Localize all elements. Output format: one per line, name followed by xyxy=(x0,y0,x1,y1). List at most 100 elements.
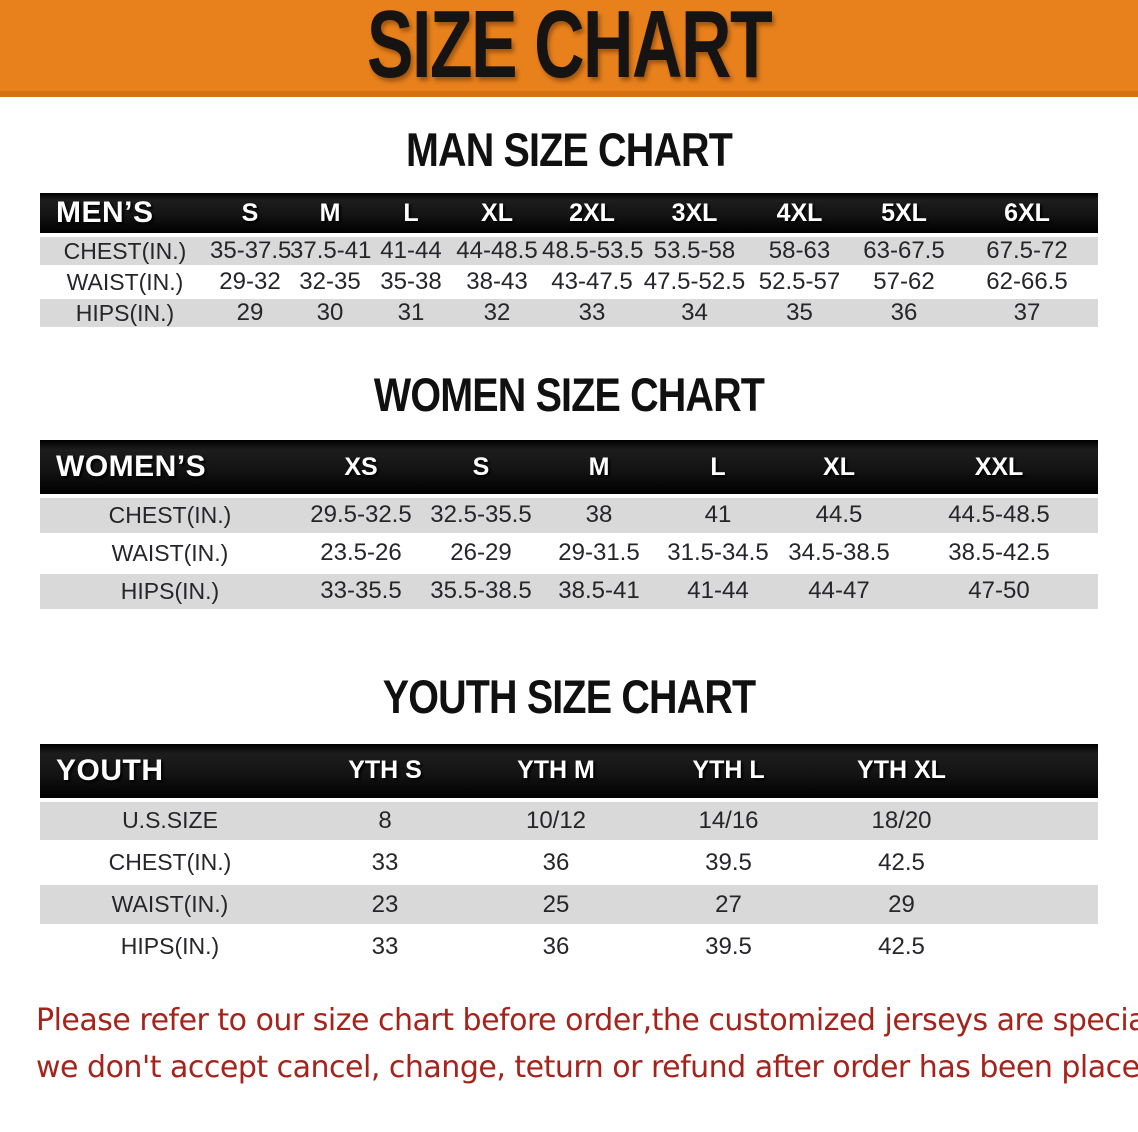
table-cell: 62-66.5 xyxy=(956,266,1098,299)
table-cell: 30 xyxy=(290,297,370,330)
table-row: WAIST(IN.) 23.5-26 26-29 29-31.5 31.5-34.5 34… xyxy=(40,534,1098,574)
row-label: WAIST(IN.) xyxy=(40,883,300,927)
table-cell: 32 xyxy=(452,297,542,330)
row-label: CHEST(IN.) xyxy=(40,235,210,268)
table-row: WAIST(IN.) 29-32 32-35 35-38 38-43 43-47.5 47.… xyxy=(40,266,1098,299)
table-cell: 42.5 xyxy=(815,841,988,885)
women-size-table: WOMEN’S XS S M L XL XXL CHEST(IN.) 29.5-32.5 32.5… xyxy=(40,440,1098,612)
table-cell: 10/12 xyxy=(470,799,642,843)
table-cell: 32-35 xyxy=(290,266,370,299)
table-row: U.S.SIZE 8 10/12 14/16 18/20 xyxy=(40,799,1098,843)
table-cell: 33-35.5 xyxy=(300,572,422,612)
table-cell: 34 xyxy=(642,297,747,330)
table-cell: 31.5-34.5 xyxy=(658,534,778,574)
filler-cell xyxy=(988,883,1098,927)
column-header: M xyxy=(290,193,370,237)
table-cell: 47-50 xyxy=(900,572,1098,612)
table-cell: 29.5-32.5 xyxy=(300,496,422,536)
table-cell: 38.5-41 xyxy=(540,572,658,612)
column-header: XL xyxy=(778,440,900,498)
table-cell: 67.5-72 xyxy=(956,235,1098,268)
table-cell: 29 xyxy=(815,883,988,927)
table-cell: 33 xyxy=(300,925,470,969)
column-header: YTH L xyxy=(642,743,815,802)
table-cell: 35.5-38.5 xyxy=(422,572,540,612)
column-header: 3XL xyxy=(642,193,747,237)
disclaimer: Please refer to our size chart before or… xyxy=(0,997,1138,1091)
table-cell: 41-44 xyxy=(370,235,452,268)
table-group-label: YOUTH xyxy=(40,743,300,802)
table-row: CHEST(IN.) 33 36 39.5 42.5 xyxy=(40,841,1098,885)
table-row: WAIST(IN.) 23 25 27 29 xyxy=(40,883,1098,927)
header-row: MEN’S S M L XL 2XL 3XL 4XL 5XL 6XL xyxy=(40,193,1098,237)
table-cell: 29-32 xyxy=(210,266,290,299)
column-header: 5XL xyxy=(852,193,956,237)
table-cell: 35-38 xyxy=(370,266,452,299)
table-cell: 29-31.5 xyxy=(540,534,658,574)
filler-cell xyxy=(988,743,1098,802)
men-section: MAN SIZE CHART MEN’S S M L XL 2XL 3XL 4XL 5XL 6XL… xyxy=(0,123,1138,330)
table-cell: 23.5-26 xyxy=(300,534,422,574)
table-cell: 58-63 xyxy=(747,235,852,268)
table-cell: 37.5-41 xyxy=(290,235,371,268)
table-cell: 41 xyxy=(658,496,778,536)
table-cell: 29 xyxy=(210,297,290,330)
women-section: WOMEN SIZE CHART WOMEN’S XS S M L XL XXL CHEST(… xyxy=(0,368,1138,612)
table-cell: 44-47 xyxy=(778,572,900,612)
table-cell: 57-62 xyxy=(852,266,956,299)
disclaimer-line-1: Please refer to our size chart before or… xyxy=(36,1003,1138,1038)
column-header: L xyxy=(370,193,452,237)
table-row: CHEST(IN.) 29.5-32.5 32.5-35.5 38 41 44.5 44.5… xyxy=(40,496,1098,536)
table-cell: 23 xyxy=(300,883,470,927)
table-cell: 32.5-35.5 xyxy=(422,496,540,536)
banner: SIZE CHART xyxy=(0,0,1138,99)
table-cell: 33 xyxy=(542,297,642,330)
table-cell: 38-43 xyxy=(452,266,542,299)
table-group-label: MEN’S xyxy=(40,193,210,237)
row-label: CHEST(IN.) xyxy=(40,841,300,885)
header-row: WOMEN’S XS S M L XL XXL xyxy=(40,440,1098,498)
table-cell: 26-29 xyxy=(422,534,540,574)
column-header: M xyxy=(540,440,658,498)
filler-cell xyxy=(988,799,1098,843)
table-row: HIPS(IN.) 33 36 39.5 42.5 xyxy=(40,925,1098,969)
banner-title: SIZE CHART xyxy=(366,0,773,99)
table-cell: 63-67.5 xyxy=(852,235,956,268)
men-section-title: MAN SIZE CHART xyxy=(406,123,733,176)
column-header: XS xyxy=(300,440,422,498)
column-header: YTH M xyxy=(470,743,642,802)
youth-size-table: YOUTH YTH S YTH M YTH L YTH XL U.S.SIZE 8 10/12… xyxy=(40,743,1098,969)
table-cell: 52.5-57 xyxy=(747,266,852,299)
table-cell: 39.5 xyxy=(642,841,815,885)
table-cell: 48.5-53.5 xyxy=(542,235,643,268)
column-header: S xyxy=(422,440,540,498)
table-cell: 47.5-52.5 xyxy=(642,266,747,299)
column-header: XL xyxy=(452,193,542,237)
table-cell: 44.5-48.5 xyxy=(900,496,1098,536)
table-group-label: WOMEN’S xyxy=(40,440,300,498)
table-cell: 39.5 xyxy=(642,925,815,969)
table-cell: 36 xyxy=(852,297,956,330)
men-size-table: MEN’S S M L XL 2XL 3XL 4XL 5XL 6XL CHEST(IN.) 35-37… xyxy=(40,193,1098,330)
header-row: YOUTH YTH S YTH M YTH L YTH XL xyxy=(40,743,1098,802)
row-label: HIPS(IN.) xyxy=(40,925,300,969)
column-header: XXL xyxy=(900,440,1098,498)
table-cell: 41-44 xyxy=(658,572,778,612)
table-cell: 36 xyxy=(470,925,642,969)
disclaimer-line-2: we don't accept cancel, change, teturn o… xyxy=(36,1050,1138,1085)
column-header: YTH S xyxy=(300,743,470,802)
column-header: 2XL xyxy=(542,193,642,237)
row-label: WAIST(IN.) xyxy=(40,534,300,574)
filler-cell xyxy=(988,925,1098,969)
filler-cell xyxy=(988,841,1098,885)
women-section-title: WOMEN SIZE CHART xyxy=(373,368,765,421)
column-header: L xyxy=(658,440,778,498)
table-cell: 38.5-42.5 xyxy=(900,534,1098,574)
table-cell: 37 xyxy=(956,297,1098,330)
row-label: HIPS(IN.) xyxy=(40,572,300,612)
table-cell: 38 xyxy=(540,496,658,536)
table-cell: 27 xyxy=(642,883,815,927)
table-row: HIPS(IN.) 29 30 31 32 33 34 35 36 37 xyxy=(40,297,1098,330)
table-cell: 25 xyxy=(470,883,642,927)
row-label: CHEST(IN.) xyxy=(40,496,300,536)
